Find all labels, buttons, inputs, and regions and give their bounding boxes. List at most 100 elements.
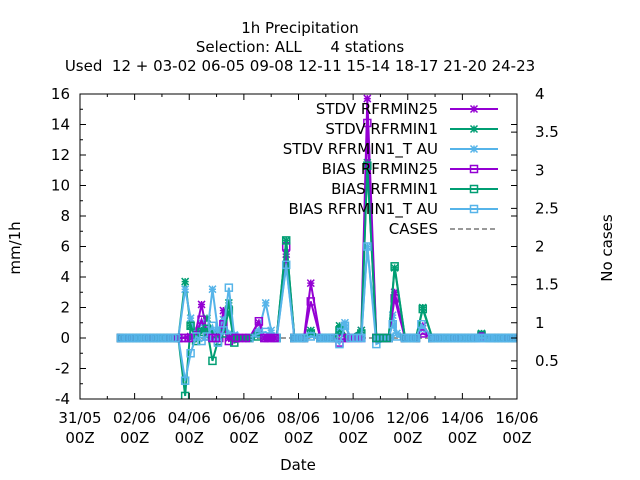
series-6 (116, 242, 517, 385)
data-point (392, 332, 402, 341)
data-point (356, 333, 365, 343)
legend-label: BIAS RFRMIN1 (331, 180, 438, 198)
chart-title-line-2: Selection: ALL 4 stations (196, 38, 404, 56)
data-point (270, 333, 279, 343)
data-point (171, 333, 180, 343)
data-point (202, 332, 212, 341)
series-6-baseline-markers (116, 333, 517, 343)
data-point (213, 326, 222, 335)
data-point (254, 316, 264, 326)
x-tick-label-hour: 00Z (502, 429, 531, 447)
data-point (211, 333, 221, 343)
data-point (181, 277, 190, 286)
data-point (382, 333, 391, 343)
data-point (180, 391, 190, 399)
y-tick-label: 4 (60, 268, 70, 286)
plot-area (116, 94, 517, 399)
data-point (180, 376, 190, 385)
x-tick-label-date: 12/06 (386, 409, 429, 427)
data-point (197, 315, 206, 324)
data-point (208, 321, 217, 331)
data-point (306, 332, 316, 341)
legend-label: STDV RFRMIN25 (316, 100, 438, 118)
data-point (202, 314, 212, 323)
data-point (417, 324, 426, 333)
data-point (224, 283, 234, 292)
data-point (224, 329, 233, 338)
legend-marker (469, 124, 479, 134)
data-point (306, 330, 315, 339)
legend-marker (469, 104, 479, 114)
data-point (186, 314, 195, 323)
series-5 (116, 161, 517, 399)
y-tick-label: 6 (60, 238, 70, 256)
legend-marker (469, 144, 479, 154)
x-tick-label-hour: 00Z (65, 429, 94, 447)
series-1 (116, 94, 517, 343)
data-point (418, 304, 428, 314)
x-tick-label-date: 31/05 (58, 409, 101, 427)
x-tick-label-hour: 00Z (338, 429, 367, 447)
data-point (388, 320, 397, 329)
data-point (418, 329, 428, 338)
data-point (335, 339, 344, 349)
y2-tick-label: 2 (535, 238, 545, 256)
y2-tick-label: 3.5 (535, 123, 559, 141)
legend-label: STDV RFRMIN1_T AU (283, 140, 438, 159)
x-tick-label-date: 06/06 (222, 409, 265, 427)
x-axis-label: Date (280, 456, 316, 474)
legend-label: BIAS RFRMIN1_T AU (288, 200, 438, 219)
data-point (281, 236, 291, 245)
data-point (281, 260, 291, 270)
legend-marker (469, 184, 479, 194)
x-tick-label-hour: 00Z (393, 429, 422, 447)
legend-marker (469, 204, 479, 214)
data-point (363, 118, 372, 128)
y-tick-label: 12 (51, 146, 70, 164)
chart-title-line-1: 1h Precipitation (241, 19, 359, 37)
y-tick-label: 10 (51, 177, 70, 195)
y2-tick-label: 2.5 (535, 199, 559, 217)
legend-marker (469, 164, 479, 174)
data-point (335, 321, 344, 330)
x-tick-label-date: 10/06 (332, 409, 375, 427)
data-point (219, 306, 228, 315)
y-tick-label: 14 (51, 116, 70, 134)
y-tick-label: 0 (60, 329, 70, 347)
data-point (219, 315, 228, 324)
x-tick-label-date: 04/06 (168, 409, 211, 427)
y2-tick-label: 1 (535, 314, 545, 332)
legend-label: CASES (389, 220, 438, 238)
x-tick-label-hour: 00Z (175, 429, 204, 447)
x-tick-label-hour: 00Z (120, 429, 149, 447)
x-tick-label-date: 08/06 (277, 409, 320, 427)
chart-title-line-3: Used 12 + 03-02 06-05 09-08 12-11 15-14 … (65, 57, 535, 75)
data-point (296, 333, 306, 343)
data-point (363, 161, 372, 170)
data-point (326, 333, 335, 343)
data-point (181, 285, 190, 294)
y-axis-label: mm/1h (6, 221, 24, 274)
data-point (208, 285, 217, 294)
data-point (184, 333, 193, 343)
data-point (224, 298, 233, 307)
data-point (363, 94, 372, 103)
legend-label: BIAS RFRMIN25 (322, 160, 438, 178)
data-point (243, 333, 253, 343)
data-point (208, 327, 217, 336)
data-point (208, 356, 217, 366)
y2-tick-label: 0.5 (535, 352, 559, 370)
y-tick-label: -4 (55, 390, 70, 408)
data-point (340, 321, 350, 331)
x-tick-label-hour: 00Z (284, 429, 313, 447)
series-line (120, 246, 517, 341)
series-line (120, 98, 517, 340)
x-tick-label-date: 14/06 (441, 409, 484, 427)
y-tick-label: 8 (60, 207, 70, 225)
data-point (219, 326, 228, 335)
y-tick-label: 16 (51, 85, 70, 103)
data-point (267, 326, 276, 335)
data-point (213, 338, 223, 347)
legend-label: STDV RFRMIN1 (325, 120, 438, 138)
